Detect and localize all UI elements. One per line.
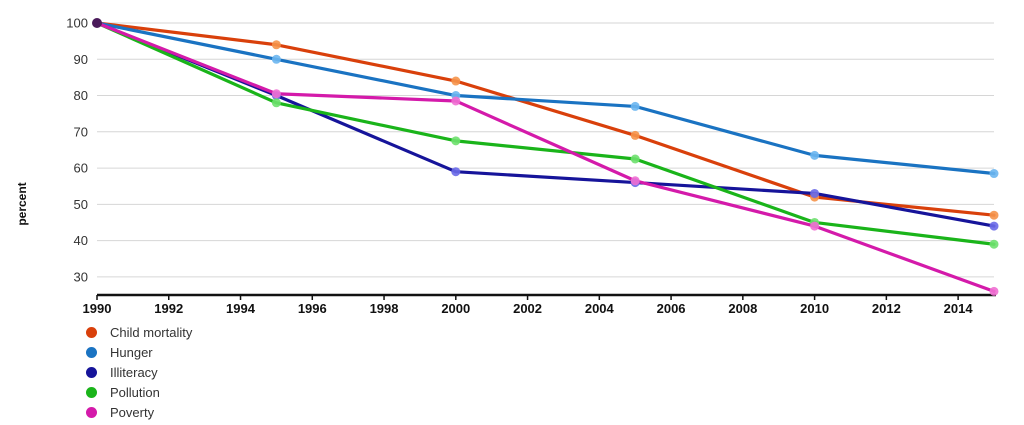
data-point bbox=[271, 89, 281, 99]
x-tick-label: 2008 bbox=[728, 301, 757, 316]
legend-item: Pollution bbox=[86, 382, 192, 402]
data-point bbox=[989, 239, 999, 249]
series-line-illiteracy bbox=[95, 21, 996, 228]
data-point bbox=[989, 169, 999, 179]
data-point bbox=[630, 176, 640, 186]
legend-swatch bbox=[86, 326, 97, 338]
legend-label: Hunger bbox=[110, 344, 153, 360]
y-tick-label: 80 bbox=[74, 88, 88, 103]
y-tick-label: 40 bbox=[74, 233, 88, 248]
legend-item: Illiteracy bbox=[86, 362, 192, 382]
data-point bbox=[451, 76, 461, 86]
legend-swatch bbox=[86, 346, 97, 358]
x-tick-label: 1998 bbox=[370, 301, 399, 316]
legend-label: Child mortality bbox=[110, 324, 193, 340]
x-tick-label: 2012 bbox=[872, 301, 901, 316]
y-axis-label: percent bbox=[15, 182, 29, 225]
y-tick-label: 60 bbox=[74, 161, 88, 176]
series-markers bbox=[92, 18, 999, 296]
x-tick-label: 2006 bbox=[657, 301, 686, 316]
series-line-pollution bbox=[95, 21, 996, 246]
x-tick-label: 1994 bbox=[226, 301, 256, 316]
data-point bbox=[630, 154, 640, 164]
data-point bbox=[630, 101, 640, 111]
legend-swatch bbox=[86, 386, 97, 398]
x-tick-label: 1996 bbox=[298, 301, 327, 316]
legend-item: Child mortality bbox=[86, 322, 192, 342]
x-tick-label: 1992 bbox=[154, 301, 183, 316]
data-point bbox=[271, 40, 281, 50]
y-tick-labels: 100 90 80 70 60 50 40 30 bbox=[66, 16, 88, 285]
legend-label: Poverty bbox=[110, 404, 155, 420]
legend: Child mortality Hunger Illiteracy Pollution… bbox=[86, 322, 192, 422]
legend-swatch bbox=[86, 366, 97, 378]
grid-lines bbox=[97, 22, 994, 278]
data-point bbox=[810, 221, 820, 231]
data-point bbox=[989, 286, 999, 296]
data-point bbox=[989, 221, 999, 231]
data-point bbox=[810, 150, 820, 160]
data-point bbox=[271, 98, 281, 108]
series-line-hunger bbox=[95, 21, 996, 176]
y-tick-label: 70 bbox=[74, 124, 88, 139]
legend-label: Illiteracy bbox=[110, 364, 158, 380]
legend-swatch bbox=[86, 406, 97, 418]
x-tick-label: 2004 bbox=[585, 301, 615, 316]
legend-item: Hunger bbox=[86, 342, 192, 362]
data-point bbox=[451, 136, 461, 146]
data-point bbox=[451, 96, 461, 106]
legend-item: Poverty bbox=[86, 402, 192, 422]
x-tick-label: 1990 bbox=[83, 301, 112, 316]
x-axis bbox=[96, 293, 996, 300]
y-tick-label: 50 bbox=[74, 197, 88, 212]
data-point bbox=[451, 167, 461, 177]
x-tick-labels: 1990 1992 1994 1996 1998 2000 2002 2004 2006 2008… bbox=[83, 301, 974, 316]
y-tick-label: 30 bbox=[74, 269, 88, 284]
data-point bbox=[271, 54, 281, 64]
start-point bbox=[92, 18, 102, 28]
data-point bbox=[989, 210, 999, 220]
series-line-poverty bbox=[95, 21, 996, 293]
x-tick-label: 2010 bbox=[800, 301, 829, 316]
x-tick-label: 2014 bbox=[944, 301, 974, 316]
data-point bbox=[630, 130, 640, 140]
x-tick-label: 2002 bbox=[513, 301, 542, 316]
legend-label: Pollution bbox=[110, 384, 160, 400]
data-point bbox=[810, 188, 820, 198]
x-tick-label: 2000 bbox=[441, 301, 470, 316]
y-tick-label: 100 bbox=[66, 16, 88, 31]
series-lines bbox=[95, 21, 996, 293]
y-tick-label: 90 bbox=[74, 52, 88, 67]
